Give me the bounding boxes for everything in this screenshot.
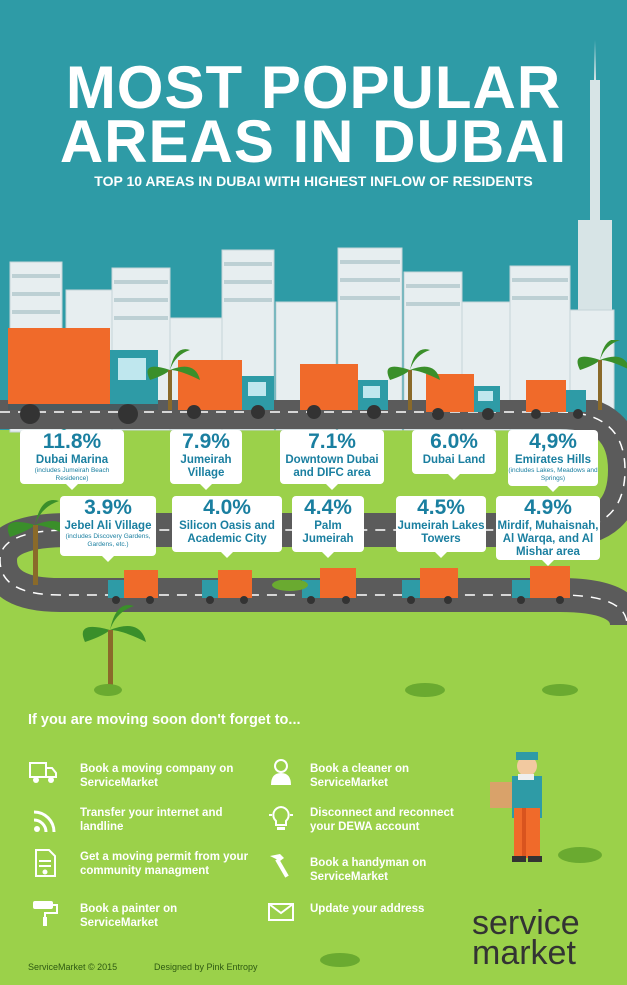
area-percent: 4.5% bbox=[417, 496, 465, 519]
area-note: (includes Discovery Gardens, Gardens, et… bbox=[65, 533, 151, 548]
palm-tree bbox=[82, 605, 146, 642]
area-label-downtown-dubai: 7.1% Downtown Dubai and DIFC area bbox=[280, 430, 384, 490]
truck bbox=[202, 570, 252, 604]
area-label-silicon-oasis: 4.0% Silicon Oasis and Academic City bbox=[172, 496, 282, 558]
page-subtitle: TOP 10 AREAS IN DUBAI WITH HIGHEST INFLO… bbox=[94, 173, 533, 189]
bush bbox=[272, 580, 308, 591]
task-dewa-account: Disconnect and reconnect your DEWA accou… bbox=[310, 807, 454, 833]
palm-tree bbox=[147, 349, 200, 380]
cleaner-icon bbox=[271, 759, 291, 785]
bush bbox=[320, 953, 360, 967]
bush bbox=[558, 847, 602, 863]
truck bbox=[526, 380, 586, 419]
area-label-emirates-hills: 4,9% Emirates Hills (includes Lakes, Mea… bbox=[508, 430, 598, 492]
hammer-icon bbox=[270, 854, 289, 878]
truck-row-top bbox=[8, 328, 586, 424]
task-book-moving: Book a moving company on ServiceMarket bbox=[80, 763, 234, 789]
area-percent: 7.9% bbox=[182, 430, 230, 453]
mover-character-illustration bbox=[490, 752, 542, 862]
footer-copyright: ServiceMarket © 2015 bbox=[28, 962, 118, 972]
area-label-jebel-ali-village: 3.9% Jebel Ali Village (includes Discove… bbox=[60, 496, 156, 562]
bush bbox=[405, 683, 445, 697]
task-book-handyman: Book a handyman on ServiceMarket bbox=[310, 857, 427, 883]
area-percent: 6.0% bbox=[430, 430, 478, 453]
area-name: Jebel Ali Village bbox=[64, 520, 152, 532]
lightbulb-icon bbox=[269, 805, 293, 830]
reminder-heading: If you are moving soon don't forget to..… bbox=[28, 712, 301, 728]
task-book-cleaner: Book a cleaner on ServiceMarket bbox=[310, 763, 410, 789]
area-name: Emirates Hills bbox=[514, 454, 592, 466]
area-label-jumeirah-village: 7.9% Jumeirah Village bbox=[170, 430, 242, 490]
task-update-address: Update your address bbox=[310, 903, 425, 915]
bush bbox=[542, 684, 578, 696]
footer-credit: Designed by Pink Entropy bbox=[154, 962, 258, 972]
palm-tree bbox=[387, 349, 440, 380]
page-title-line-2: AREAS IN DUBAI bbox=[59, 108, 568, 175]
truck bbox=[512, 566, 570, 604]
area-percent: 3.9% bbox=[84, 496, 132, 519]
area-name: Downtown Dubai and DIFC area bbox=[285, 454, 379, 479]
task-book-painter: Book a painter on ServiceMarket bbox=[80, 903, 178, 929]
area-label-jumeirah-lakes-towers: 4.5% Jumeirah Lakes Towers bbox=[396, 496, 486, 558]
logo-line-1: service bbox=[472, 904, 580, 942]
area-note: (includes Lakes, Meadows and Springs) bbox=[508, 467, 598, 482]
truck bbox=[426, 374, 500, 420]
area-name: Palm Jumeirah bbox=[302, 520, 354, 545]
paint-roller-icon bbox=[33, 901, 58, 926]
truck bbox=[300, 364, 388, 419]
truck-row-bottom bbox=[108, 566, 570, 604]
area-label-palm-jumeirah: 4.4% Palm Jumeirah bbox=[292, 496, 364, 558]
truck bbox=[302, 568, 356, 604]
envelope-icon bbox=[268, 903, 294, 921]
truck-icon bbox=[29, 762, 57, 783]
area-name: Silicon Oasis and Academic City bbox=[179, 520, 275, 545]
area-label-mirdif: 4.9% Mirdif, Muhaisnah, Al Warqa, and Al… bbox=[496, 496, 600, 566]
logo-line-2: market bbox=[472, 934, 576, 972]
area-name: Dubai Marina bbox=[35, 454, 109, 466]
bush bbox=[94, 684, 122, 696]
area-percent: 4.0% bbox=[203, 496, 251, 519]
area-name: Jumeirah Village bbox=[180, 454, 232, 479]
area-label-dubai-land: 6.0% Dubai Land bbox=[412, 430, 496, 480]
truck bbox=[402, 568, 458, 604]
bushes bbox=[94, 580, 602, 967]
wifi-icon bbox=[33, 810, 56, 833]
area-percent: 7.1% bbox=[308, 430, 356, 453]
area-name: Jumeirah Lakes Towers bbox=[397, 520, 485, 545]
palm-trees bbox=[7, 340, 627, 690]
area-label-dubai-marina: 11.8% Dubai Marina (includes Jumeirah Be… bbox=[20, 430, 124, 490]
area-percent: 4.4% bbox=[304, 496, 352, 519]
document-icon bbox=[35, 849, 56, 877]
truck bbox=[108, 570, 158, 604]
area-name: Mirdif, Muhaisnah, Al Warqa, and Al Mish… bbox=[497, 520, 599, 558]
palm-tree bbox=[7, 500, 71, 537]
carried-box bbox=[490, 782, 514, 808]
truck bbox=[8, 328, 158, 424]
area-name: Dubai Land bbox=[422, 454, 486, 466]
area-percent: 11.8% bbox=[42, 430, 102, 453]
servicemarket-logo: service market bbox=[472, 904, 580, 972]
area-percent: 4,9% bbox=[529, 430, 577, 453]
area-percent: 4.9% bbox=[524, 496, 572, 519]
task-transfer-internet: Transfer your internet and landline bbox=[80, 807, 223, 833]
truck bbox=[178, 360, 274, 419]
area-note: (includes Jumeirah Beach Residence) bbox=[34, 467, 110, 482]
task-moving-permit: Get a moving permit from your community … bbox=[80, 851, 249, 877]
page-title-line-1: MOST POPULAR bbox=[65, 54, 562, 121]
palm-tree bbox=[577, 340, 627, 370]
